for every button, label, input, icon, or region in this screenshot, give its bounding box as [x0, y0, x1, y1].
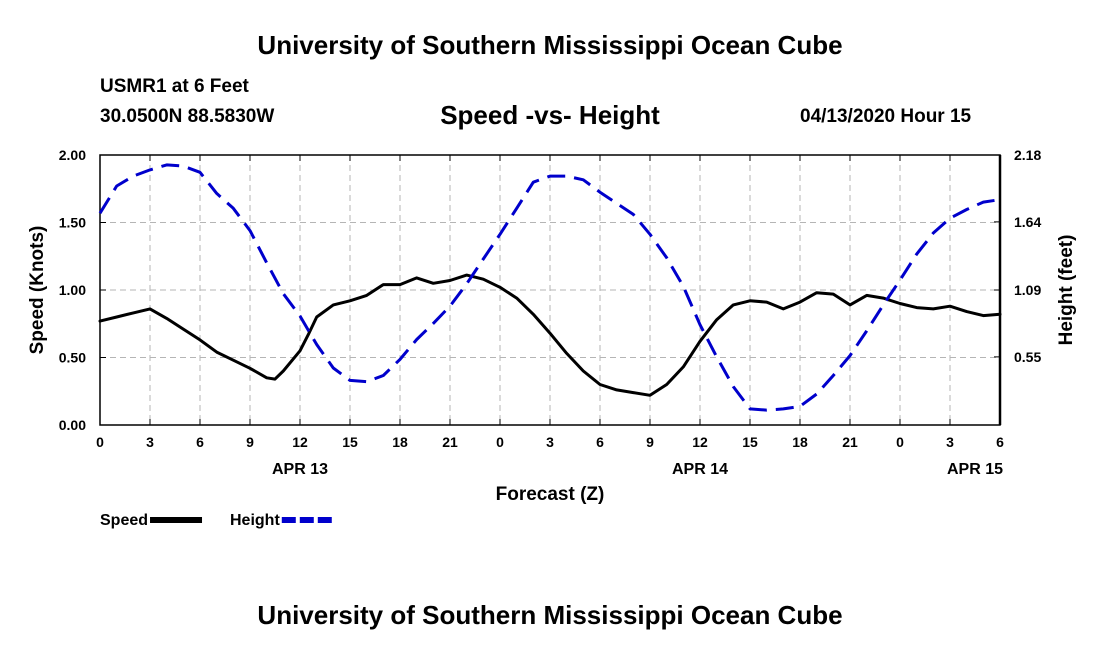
page-title: University of Southern Mississippi Ocean…	[257, 30, 843, 60]
chart-title: Speed -vs- Height	[440, 100, 660, 130]
y-tick-label: 1.50	[59, 215, 86, 231]
y2-tick-label: 1.64	[1014, 214, 1041, 230]
legend-label: Height	[230, 512, 280, 529]
axis-ticks: 0 3 6 9 12 15 18 21 0 3 6 9 12 15 18 21 0 3 6 0.00 0.50 1.00 1…	[59, 147, 1042, 478]
date-label: APR 15	[947, 461, 1003, 478]
x-tick-label: 18	[792, 434, 808, 450]
x-tick-label: 3	[546, 434, 554, 450]
x-tick-label: 18	[392, 434, 408, 450]
height-series-line	[98, 163, 1001, 412]
x-tick-label: 6	[996, 434, 1004, 450]
legend: Speed Height	[100, 512, 334, 529]
x-tick-label: 9	[246, 434, 254, 450]
y2-tick-label: 1.09	[1014, 282, 1041, 298]
y2-tick-label: 2.18	[1014, 147, 1041, 163]
station-label: USMR1 at 6 Feet	[100, 76, 249, 97]
y2-axis-label: Height (feet)	[1056, 235, 1077, 346]
x-tick-label: 0	[96, 434, 104, 450]
date-label: APR 13	[272, 461, 328, 478]
date-label: APR 14	[672, 461, 728, 478]
y-tick-label: 0.50	[59, 350, 86, 366]
x-tick-label: 9	[646, 434, 654, 450]
footer-title: University of Southern Mississippi Ocean…	[257, 600, 843, 630]
x-tick-label: 12	[292, 434, 308, 450]
x-axis-label: Forecast (Z)	[496, 484, 605, 505]
x-tick-label: 3	[946, 434, 954, 450]
x-tick-label: 12	[692, 434, 708, 450]
forecast-date: 04/13/2020 Hour 15	[800, 106, 972, 127]
y-tick-label: 2.00	[59, 147, 86, 163]
x-tick-label: 0	[896, 434, 904, 450]
x-tick-label: 15	[742, 434, 758, 450]
x-tick-label: 21	[442, 434, 458, 450]
x-tick-label: 6	[196, 434, 204, 450]
x-tick-label: 3	[146, 434, 154, 450]
x-tick-label: 6	[596, 434, 604, 450]
x-tick-label: 21	[842, 434, 858, 450]
series-layer	[98, 163, 1002, 412]
legend-label: Speed	[100, 512, 148, 529]
x-tick-label: 15	[342, 434, 358, 450]
y-tick-label: 0.00	[59, 417, 86, 433]
y-axis-label: Speed (Knots)	[27, 226, 48, 355]
y2-tick-label: 0.55	[1014, 349, 1041, 365]
y-tick-label: 1.00	[59, 282, 86, 298]
x-tick-label: 0	[496, 434, 504, 450]
coordinates-label: 30.0500N 88.5830W	[100, 106, 275, 127]
speed-series-line	[98, 273, 1002, 397]
chart-grid	[100, 155, 1000, 425]
